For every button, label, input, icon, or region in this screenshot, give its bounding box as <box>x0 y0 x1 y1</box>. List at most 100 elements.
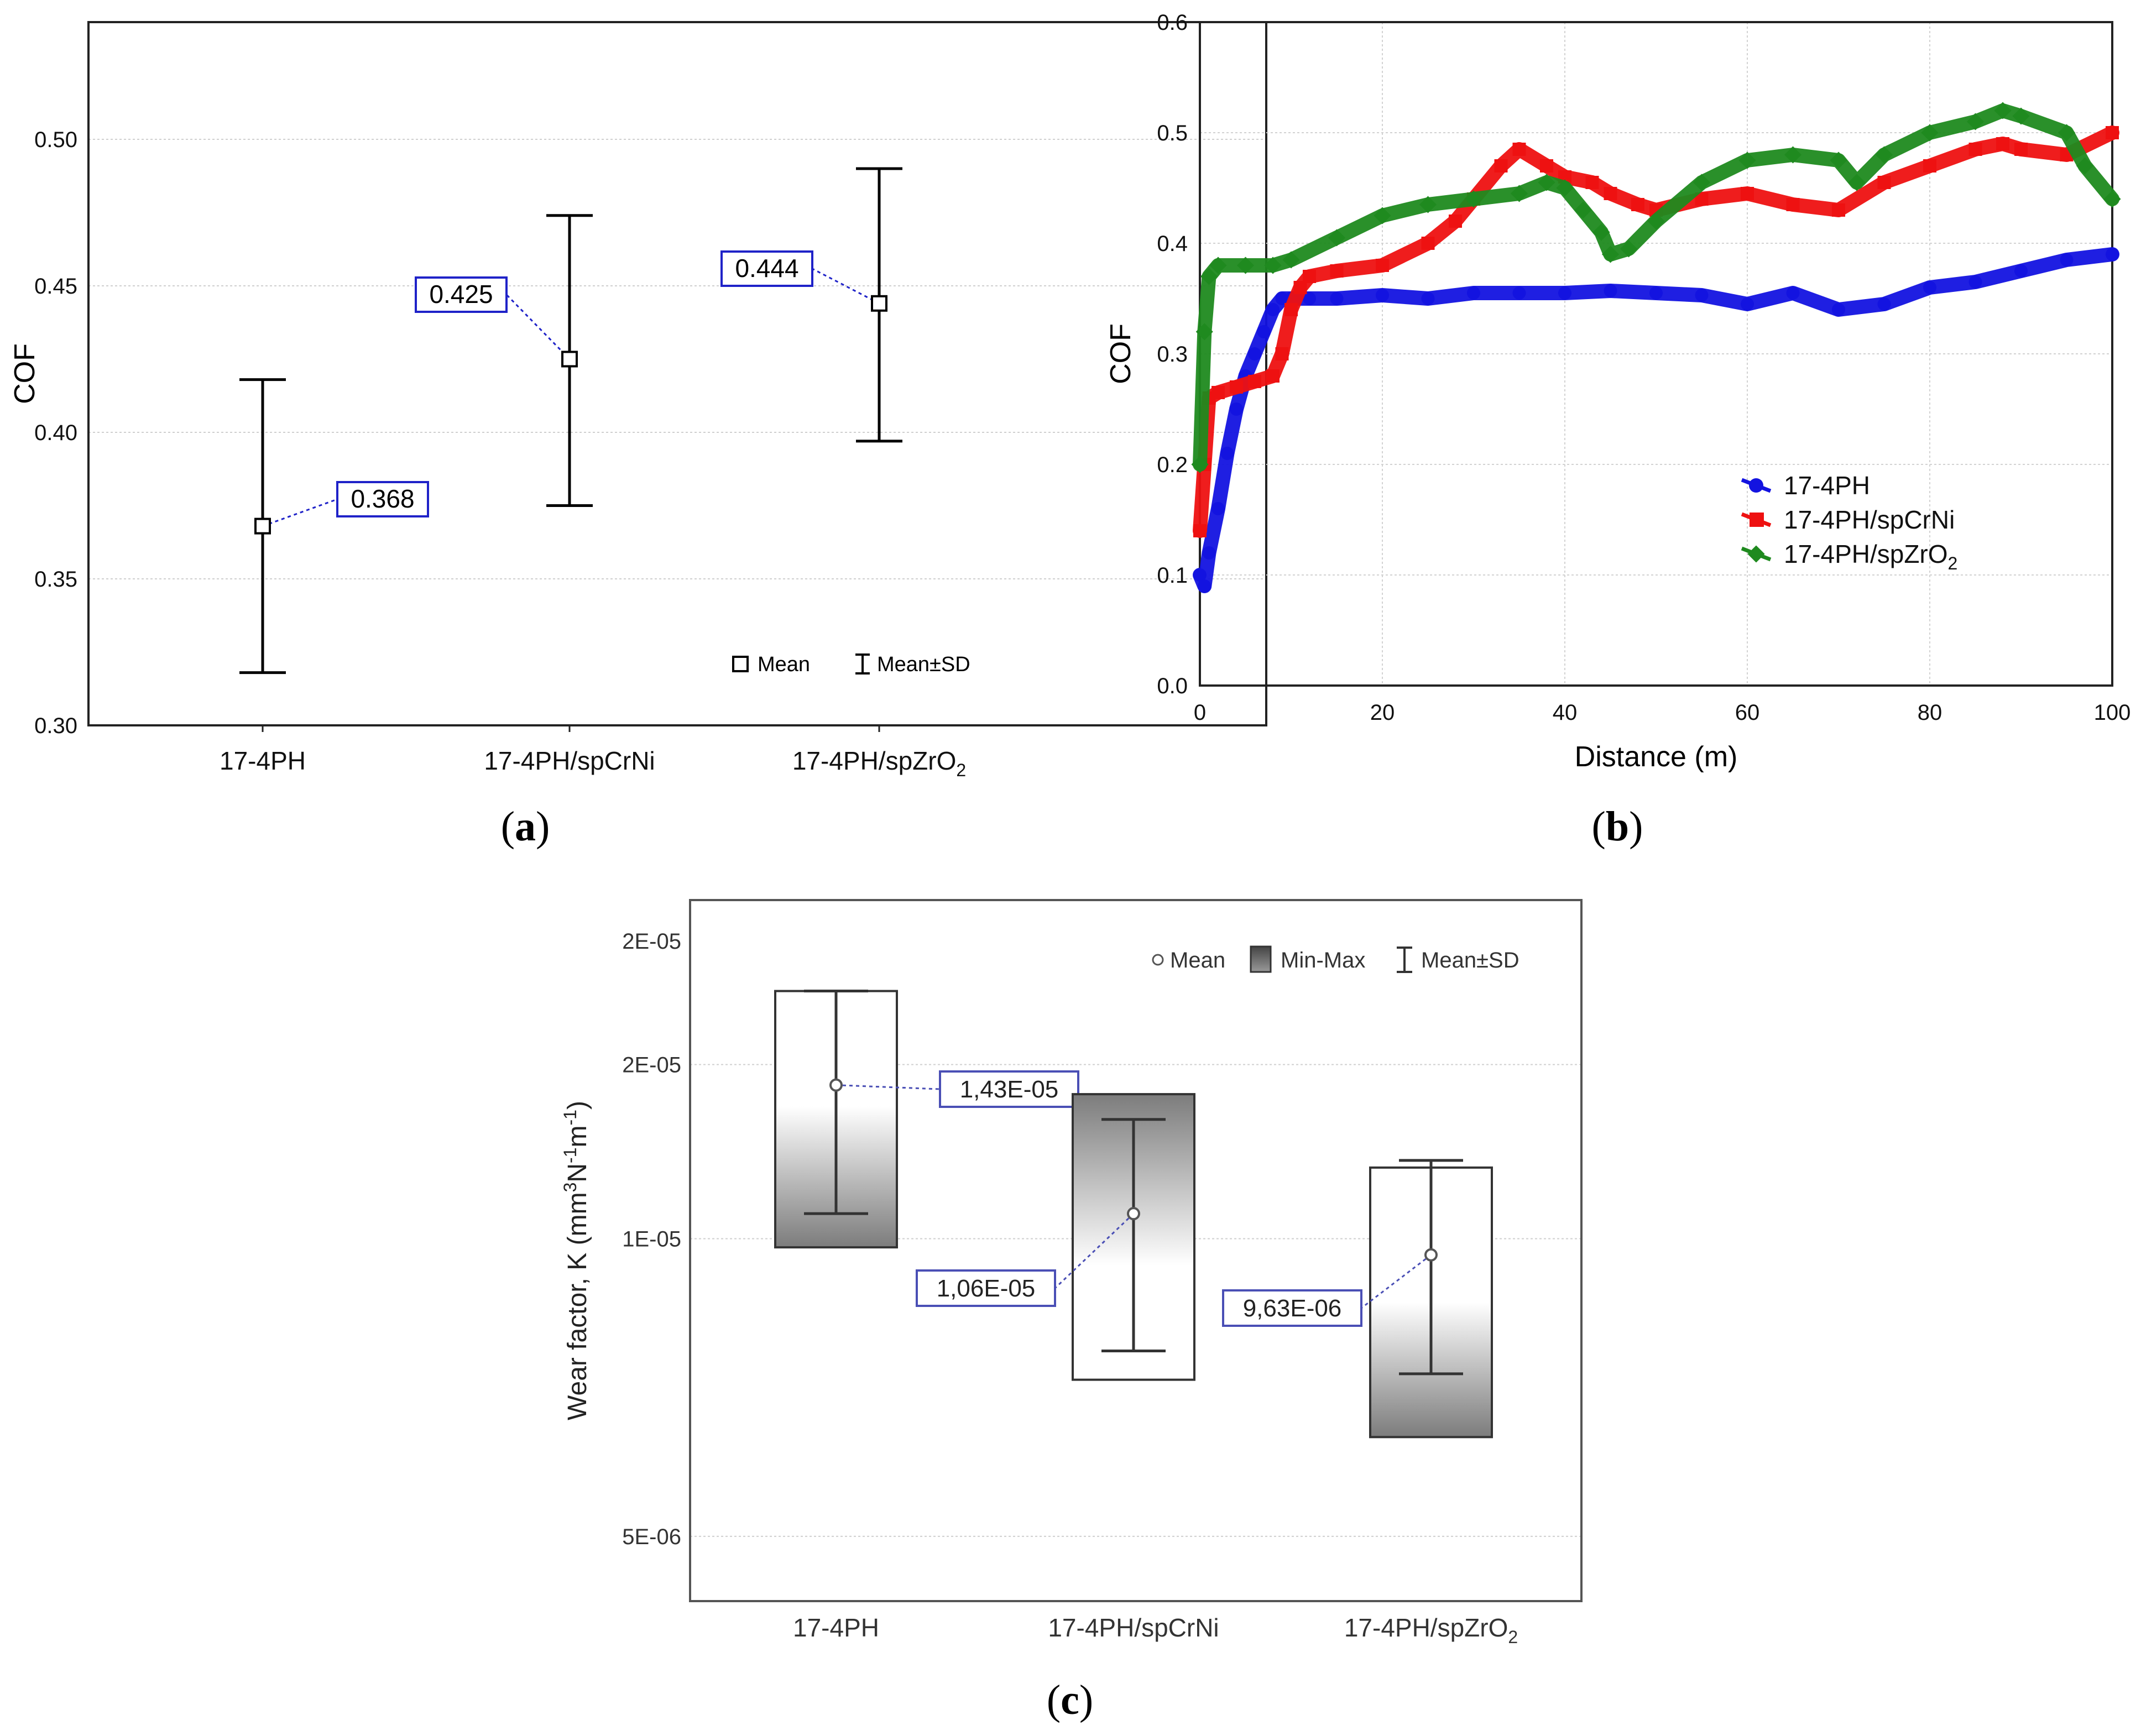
b-x-tick-label: 100 <box>2094 700 2131 725</box>
b-legend-marker <box>1750 513 1764 527</box>
b-legend-label: 17-4PH <box>1784 471 1870 500</box>
panel-c-letter: c <box>1061 1677 1079 1723</box>
b-data-point <box>1376 289 1389 302</box>
b-data-point <box>1376 259 1389 272</box>
b-data-point <box>1923 281 1936 294</box>
b-data-point <box>1230 402 1243 416</box>
a-y-tick-label: 0.35 <box>34 567 77 592</box>
b-data-point <box>1601 245 1620 263</box>
b-data-point <box>1966 113 1985 130</box>
b-data-point <box>1923 159 1936 172</box>
a-mean-marker <box>561 351 578 368</box>
b-data-point <box>1848 174 1866 191</box>
c-annotation-box <box>916 1269 1056 1307</box>
b-y-axis-title: COF <box>1105 323 1137 384</box>
c-annotation-value: 9,63E-06 <box>1243 1295 1342 1322</box>
b-data-point <box>1512 286 1526 300</box>
b-data-point <box>1282 251 1300 269</box>
b-gridlines <box>1200 22 2112 686</box>
b-data-point <box>1921 124 1939 142</box>
b-data-point <box>1266 303 1280 316</box>
b-data-point <box>1786 198 1800 211</box>
b-data-point <box>1494 159 1508 172</box>
c-legend-mean-icon <box>1152 954 1164 966</box>
a-x-tick-label: 17-4PH/spZrO2 <box>792 746 966 780</box>
b-data-point <box>1510 185 1528 202</box>
panel-c-caption: (c) <box>1047 1677 1093 1723</box>
b-data-point <box>1465 190 1482 208</box>
b-data-point <box>1330 264 1344 278</box>
b-data-point <box>1832 203 1845 217</box>
b-data-point <box>1275 292 1289 305</box>
b-x-tick-label: 80 <box>1918 700 1942 725</box>
b-y-tick-label: 0.4 <box>1157 232 1188 256</box>
a-annotation-leader <box>812 268 880 305</box>
a-y-tick-label: 0.30 <box>34 714 77 738</box>
b-data-point <box>1540 159 1553 172</box>
b-data-point <box>1193 524 1207 537</box>
a-legend-mean-label: Mean <box>758 653 810 676</box>
b-series-line <box>1193 126 2119 538</box>
b-data-point <box>1284 303 1298 316</box>
b-y-tick-label: 0.0 <box>1157 674 1188 698</box>
b-y-tick-label: 0.6 <box>1157 11 1188 35</box>
b-data-point <box>1198 579 1212 593</box>
b-x-tick-label: 40 <box>1553 700 1578 725</box>
panel-b-letter: b <box>1606 803 1629 850</box>
b-data-point <box>1230 380 1243 394</box>
b-data-point <box>1830 151 1847 169</box>
a-error-bars: 0.368 0.425 0.444 <box>239 167 902 674</box>
a-annotation-leader <box>505 294 571 360</box>
b-data-point <box>1209 257 1227 274</box>
a-legend-mean-icon <box>732 656 749 672</box>
a-y-tick-label: 0.45 <box>34 274 77 299</box>
b-data-point <box>2106 126 2119 139</box>
a-y-axis-title: COF <box>9 343 41 404</box>
b-series-2 <box>1191 102 2121 473</box>
b-data-point <box>1631 198 1644 211</box>
a-annotation-leader <box>262 498 338 527</box>
b-data-point <box>1193 568 1207 582</box>
a-legend: Mean Mean±SD <box>732 653 970 676</box>
a-x-tick-label: 17-4PH/spCrNi <box>484 746 655 775</box>
b-data-point <box>1620 240 1638 258</box>
b-legend-item-0: 17-4PH <box>1741 471 1870 500</box>
c-plot-frame <box>689 899 1583 1602</box>
b-y-axis-ticks: 0.0 0.1 0.2 0.3 0.4 0.5 0.6 <box>1157 11 1188 698</box>
c-annotation-box <box>1222 1289 1362 1327</box>
c-mean-marker <box>1424 1248 1438 1262</box>
c-y-tick-label: 5E-06 <box>622 1525 681 1549</box>
a-y-tick-label: 0.40 <box>34 421 77 445</box>
panel-c-wear-factor: 5E-06 1E-05 2E-05 2E-05 17-4PH 17-4PH/spCrNi… <box>560 899 1583 1723</box>
c-y-axis-title: Wear factor, K (mm3N-1m-1) <box>560 1101 592 1420</box>
c-legend-sd-icon <box>1397 947 1412 973</box>
b-data-point <box>1212 502 1225 515</box>
b-data-point <box>1220 447 1234 460</box>
b-data-point <box>1741 187 1754 200</box>
c-legend-mean-label: Mean <box>1170 948 1225 972</box>
b-x-tick-label: 20 <box>1370 700 1395 725</box>
b-data-point <box>2076 157 2094 175</box>
a-mean-marker <box>871 295 887 312</box>
b-series-lines <box>1191 102 2121 593</box>
c-annotation-leader <box>1054 1213 1135 1289</box>
b-data-point <box>1832 303 1845 316</box>
panel-a-cof-errorbar: 0.300.350.400.450.50 17-4PH 17-4PH/spCrNi… <box>9 21 1267 850</box>
c-box-2: 9,63E-06 <box>1222 1159 1493 1439</box>
b-legend: 17-4PH 17-4PH/spCrNi 17-4PH/spZrO2 <box>1741 471 1957 573</box>
c-y-tick-label: 2E-05 <box>622 929 681 954</box>
a-x-tick-label: 17-4PH <box>220 746 306 775</box>
a-annotation-value: 0.368 <box>351 484 414 513</box>
b-data-point <box>1574 201 1592 219</box>
a-annotation-box <box>720 250 813 287</box>
c-annotation-value: 1,43E-05 <box>960 1076 1059 1103</box>
b-y-tick-label: 0.3 <box>1157 342 1188 367</box>
a-errorbar-1: 0.425 <box>415 214 593 507</box>
b-data-point <box>1421 292 1435 305</box>
b-y-tick-label: 0.1 <box>1157 563 1188 588</box>
b-data-point <box>1877 176 1891 189</box>
c-x-axis-labels: 17-4PH 17-4PH/spCrNi 17-4PH/spZrO2 <box>793 1613 1518 1647</box>
b-data-point <box>1212 386 1225 399</box>
c-x-tick-label: 17-4PH/spCrNi <box>1048 1613 1219 1642</box>
